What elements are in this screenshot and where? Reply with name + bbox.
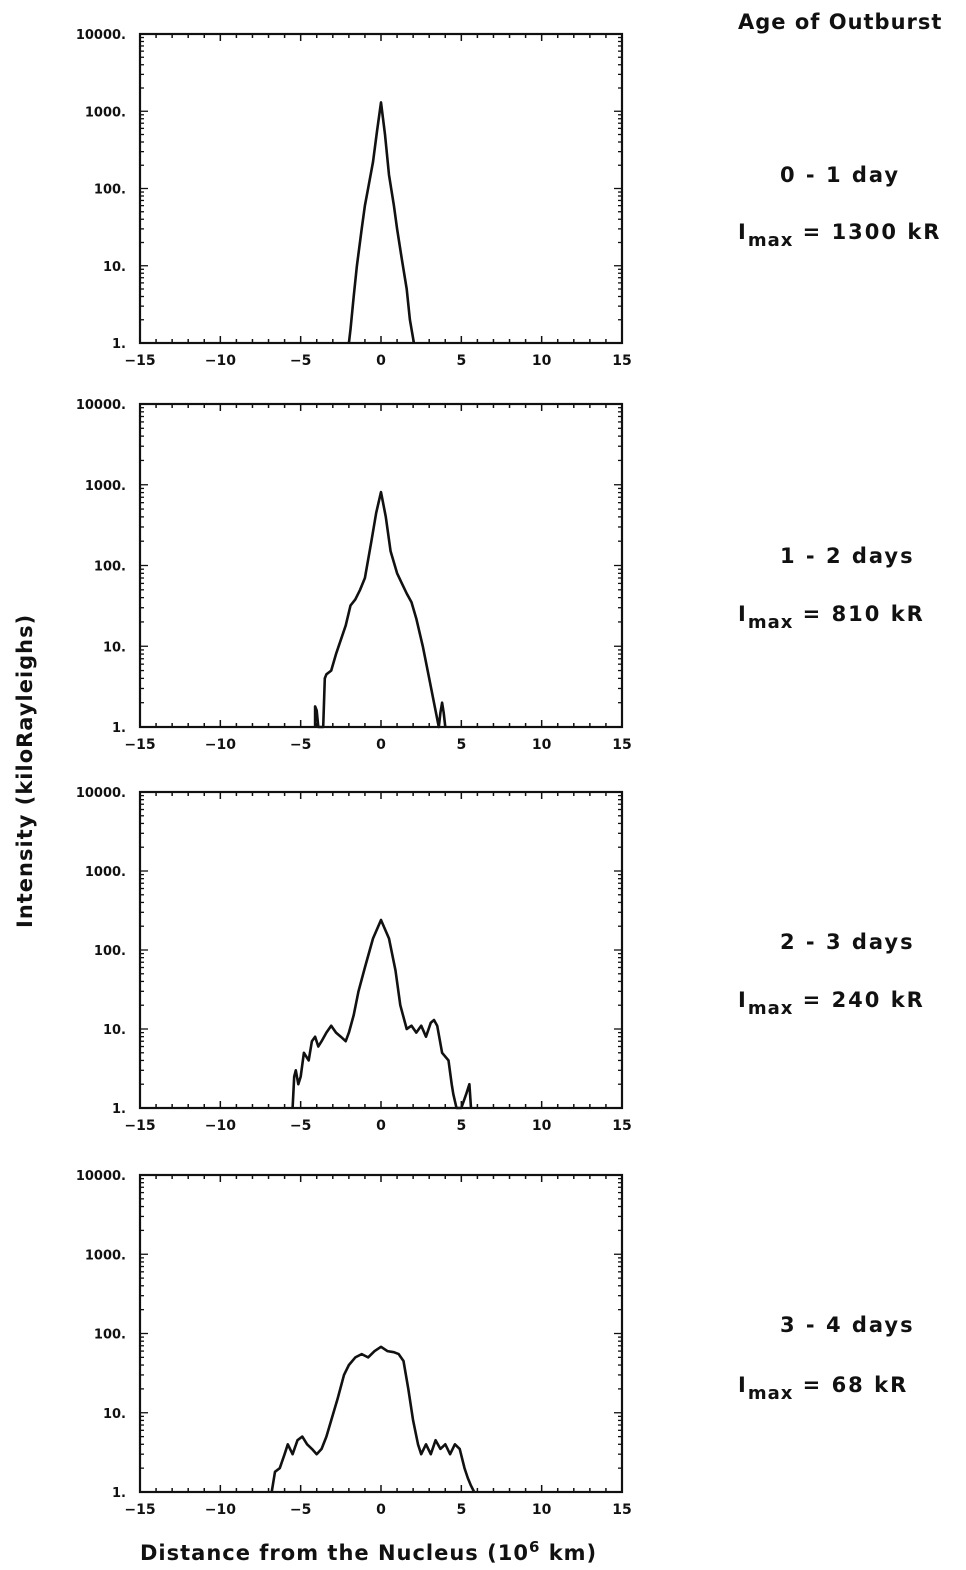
y-tick-label-panel-3: 1.: [112, 1102, 126, 1117]
x-tick-label-panel-4: 10: [532, 1502, 552, 1518]
x-tick-label-panel-3: 5: [456, 1118, 466, 1134]
y-tick-label-panel-2: 10000.: [76, 398, 126, 413]
y-axis-label: Intensity (kiloRayleighs): [13, 613, 37, 928]
x-tick-label-panel-3: −15: [124, 1118, 155, 1134]
y-tick-label-panel-2: 10.: [103, 640, 126, 655]
y-tick-label-panel-3: 10.: [103, 1023, 126, 1038]
x-tick-label-panel-1: −15: [124, 353, 155, 369]
y-tick-label-panel-1: 1.: [112, 337, 126, 352]
x-tick-label-panel-1: 0: [376, 353, 386, 369]
x-tick-label-panel-2: −5: [290, 737, 311, 753]
imax-label-panel-4: Imax = 68 kR: [738, 1373, 909, 1404]
imax-label-panel-2: Imax = 810 kR: [738, 602, 925, 633]
x-axis-label-main: Distance from the Nucleus (10: [140, 1541, 529, 1565]
x-tick-label-panel-3: 0: [376, 1118, 386, 1134]
y-tick-label-panel-2: 1.: [112, 721, 126, 736]
x-tick-label-panel-4: 5: [456, 1502, 466, 1518]
imax-value-panel-3: = 240 kR: [802, 988, 925, 1012]
age-label-panel-1: 0 - 1 day: [780, 163, 901, 187]
x-tick-label-panel-3: −10: [205, 1118, 236, 1134]
x-tick-label-panel-2: 10: [532, 737, 552, 753]
plot-frame-panel-4: [138, 1173, 624, 1494]
x-tick-label-panel-2: 5: [456, 737, 466, 753]
y-tick-label-panel-4: 100.: [94, 1328, 126, 1343]
x-tick-label-panel-3: 10: [532, 1118, 552, 1134]
y-tick-label-panel-4: 1000.: [85, 1248, 126, 1263]
x-tick-label-panel-1: 10: [532, 353, 552, 369]
imax-value-panel-4: = 68 kR: [802, 1373, 909, 1397]
x-tick-label-panel-1: −5: [290, 353, 311, 369]
x-tick-label-panel-2: −15: [124, 737, 155, 753]
age-of-outburst-title: Age of Outburst: [738, 10, 943, 34]
y-tick-label-panel-4: 10000.: [76, 1169, 126, 1184]
y-tick-label-panel-2: 1000.: [85, 479, 126, 494]
age-label-panel-3: 2 - 3 days: [780, 930, 915, 954]
y-tick-label-panel-1: 1000.: [85, 105, 126, 120]
y-tick-label-panel-3: 10000.: [76, 786, 126, 801]
plot-frame-panel-3: [138, 790, 624, 1110]
imax-value-panel-2: = 810 kR: [802, 602, 925, 626]
y-tick-label-panel-1: 100.: [94, 183, 126, 198]
age-label-panel-4: 3 - 4 days: [780, 1313, 915, 1337]
x-tick-label-panel-3: 15: [612, 1118, 631, 1134]
intensity-profile-line-panel-3: [291, 918, 473, 1110]
imax-label-panel-3: Imax = 240 kR: [738, 988, 925, 1019]
imax-value-panel-1: = 1300 kR: [802, 220, 942, 244]
x-tick-label-panel-1: 15: [612, 353, 631, 369]
y-tick-label-panel-4: 10.: [103, 1407, 126, 1422]
x-axis-label: Distance from the Nucleus (106 km): [140, 1538, 597, 1565]
x-tick-label-panel-1: −10: [205, 353, 236, 369]
intensity-profile-line-panel-1: [347, 101, 416, 344]
x-tick-label-panel-3: −5: [290, 1118, 311, 1134]
y-tick-label-panel-1: 10000.: [76, 28, 126, 43]
age-label-panel-2: 1 - 2 days: [780, 544, 915, 568]
x-tick-label-panel-4: 0: [376, 1502, 386, 1518]
x-tick-label-panel-2: 0: [376, 737, 386, 753]
y-tick-label-panel-4: 1.: [112, 1486, 126, 1501]
plot-frame-panel-1: [138, 32, 624, 345]
y-tick-label-panel-1: 10.: [103, 260, 126, 275]
x-tick-label-panel-4: −5: [290, 1502, 311, 1518]
x-tick-label-panel-2: 15: [612, 737, 631, 753]
imax-label-panel-1: Imax = 1300 kR: [738, 220, 942, 251]
x-tick-label-panel-4: −15: [124, 1502, 155, 1518]
y-tick-label-panel-2: 100.: [94, 560, 126, 575]
y-tick-label-panel-3: 100.: [94, 944, 126, 959]
x-tick-label-panel-1: 5: [456, 353, 466, 369]
x-axis-label-tail: km): [540, 1541, 598, 1565]
y-tick-label-panel-3: 1000.: [85, 865, 126, 880]
plot-frame-panel-2: [138, 402, 624, 729]
x-tick-label-panel-2: −10: [205, 737, 236, 753]
intensity-profile-line-panel-2: [313, 490, 447, 729]
x-tick-label-panel-4: −10: [205, 1502, 236, 1518]
intensity-profile-line-panel-4: [270, 1345, 476, 1493]
x-tick-label-panel-4: 15: [612, 1502, 631, 1518]
x-axis-label-exponent: 6: [528, 1538, 541, 1556]
